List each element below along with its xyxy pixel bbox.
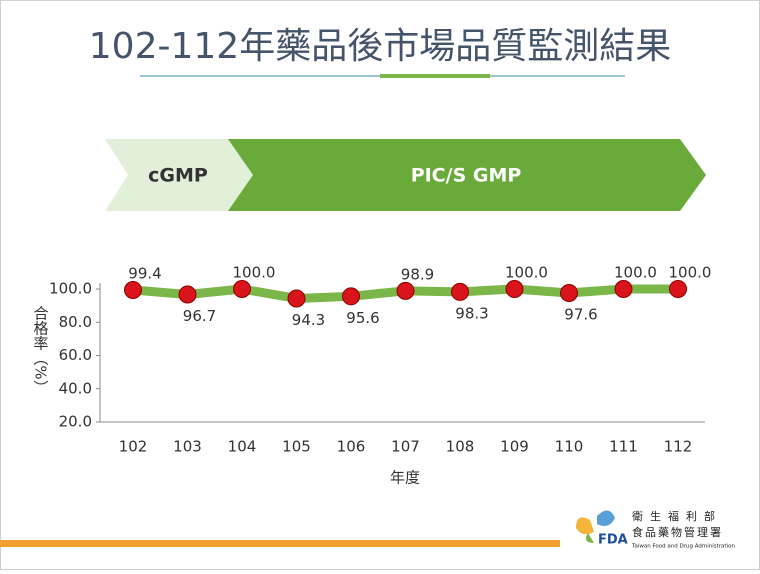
logo-mark: FDA (598, 533, 628, 548)
stage-arrow (228, 139, 706, 211)
x-tick-label: 110 (555, 438, 584, 456)
value-label: 100.0 (614, 264, 657, 282)
y-axis-title: 合格率（%） (32, 305, 50, 394)
value-label: 100.0 (669, 264, 712, 282)
x-axis-title: 年度 (390, 469, 420, 487)
y-tick-label: 100.0 (49, 280, 92, 298)
logo-text: Taiwan Food and Drug Administration (631, 544, 735, 550)
marker (614, 280, 633, 298)
value-label: 100.0 (233, 264, 276, 282)
footer-bar (0, 540, 560, 547)
stage-arrow (105, 139, 255, 211)
value-label: 96.7 (183, 307, 216, 325)
slide-title: 102-112年藥品後市場品質監測結果 (89, 26, 671, 67)
marker (669, 280, 687, 298)
x-tick-label: 107 (391, 438, 420, 456)
x-tick-label: 108 (446, 438, 475, 456)
logo-text: 食品藥物管理署 (632, 525, 723, 539)
logo: FDA 衛生福利部 食品藥物管理署 Taiwan Food and Drug A… (576, 509, 735, 550)
x-tick-label: 106 (337, 438, 366, 456)
stage-label: cGMP (148, 165, 208, 187)
value-label: 97.6 (564, 305, 597, 323)
y-tick-label: 40.0 (59, 379, 92, 397)
x-tick-label: 112 (664, 438, 693, 456)
logo-wing (597, 510, 615, 526)
y-tick-label: 60.0 (59, 346, 92, 364)
marker (505, 280, 524, 298)
marker (451, 282, 469, 301)
value-label: 98.3 (455, 304, 488, 322)
logo-text: 衛生福利部 (632, 509, 722, 523)
value-label: 98.9 (401, 265, 434, 283)
x-tick-label: 111 (609, 438, 638, 456)
value-label: 99.4 (128, 264, 161, 282)
x-tick-label: 105 (282, 438, 311, 456)
marker (233, 280, 251, 298)
marker (287, 289, 306, 308)
x-tick-label: 104 (228, 438, 257, 456)
value-label: 100.0 (505, 264, 548, 282)
stage-label: PIC/S GMP (411, 165, 522, 187)
logo-wing (586, 533, 594, 543)
value-label: 95.6 (346, 309, 379, 327)
x-tick-label: 109 (500, 438, 529, 456)
marker (124, 280, 142, 299)
value-label: 94.3 (292, 311, 325, 329)
y-tick-label: 20.0 (59, 413, 92, 431)
logo-wing (576, 517, 594, 535)
x-tick-label: 102 (119, 438, 148, 456)
y-tick-label: 80.0 (59, 313, 92, 331)
x-tick-label: 103 (173, 438, 202, 456)
marker (178, 285, 197, 304)
marker (342, 287, 360, 306)
marker (396, 281, 415, 300)
marker (560, 283, 578, 302)
